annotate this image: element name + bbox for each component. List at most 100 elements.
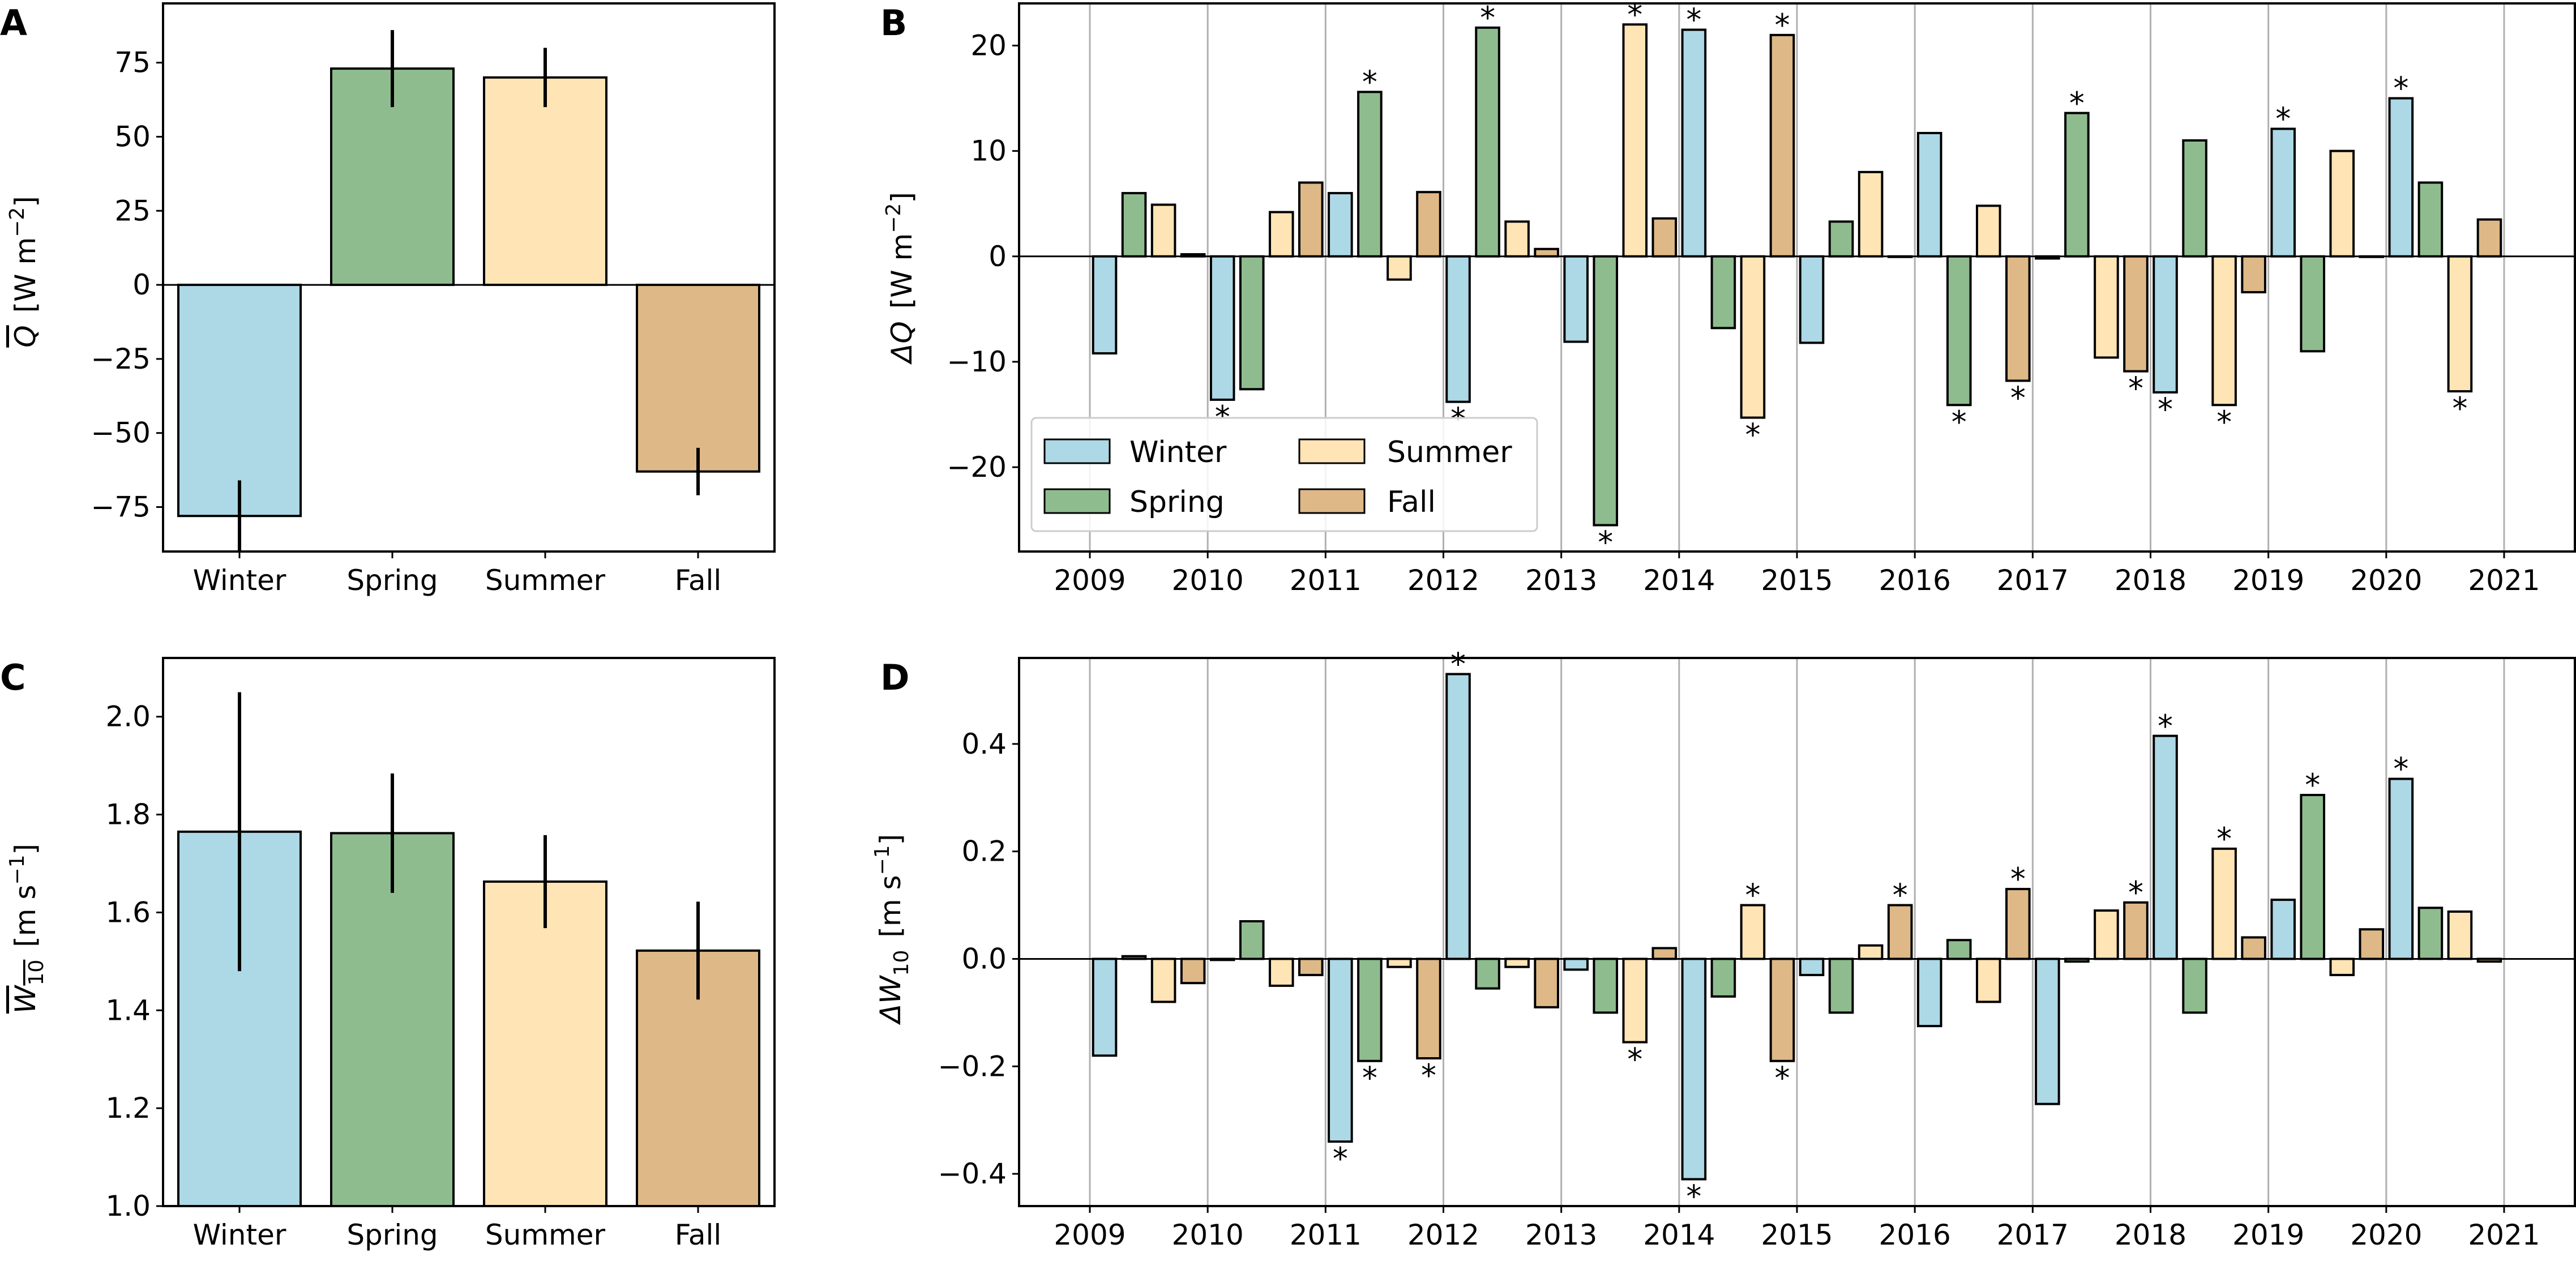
panel-b-ytick-label: 0 — [989, 240, 1007, 273]
panel-a-ytick-label: 25 — [114, 194, 151, 227]
panel-d-bar-2019-summer — [2329, 957, 2355, 976]
panel-d-ylabel-exponent: −1 — [871, 845, 894, 875]
panel-b-xtick-label: 2011 — [1290, 564, 1362, 597]
panel-b-ytick-label: −20 — [947, 451, 1007, 484]
panel-c-ytick-label: 1.8 — [105, 798, 151, 831]
panel-d-bar-2011-winter — [1328, 957, 1353, 1143]
panel-b-bar-2010-spring — [1239, 255, 1265, 391]
panel-letter-d: D — [880, 657, 909, 698]
panel-d-xtick-label: 2011 — [1290, 1219, 1362, 1251]
panel-d-bar-2017-fall — [2123, 901, 2149, 960]
panel-c-ylabel-subscript: 10 — [25, 960, 48, 986]
panel-a-ytick-label: 0 — [132, 268, 151, 301]
panel-d-bar-2019-fall — [2359, 928, 2385, 960]
panel-a-ytick-label: −50 — [91, 417, 151, 450]
panel-b-bar-2013-winter — [1563, 255, 1589, 343]
panel-b-xtick-label: 2016 — [1879, 564, 1951, 597]
panel-d-bar-2016-winter — [1916, 957, 1942, 1028]
panel-d-significance-star: * — [2305, 767, 2320, 803]
panel-b-xtick-label: 2018 — [2115, 564, 2186, 597]
panel-d: D 2009 2010 2011 2012 2013 2014 2015 2016 2017 20… — [871, 647, 2576, 1251]
panel-c: C Winter Spring Summer Fall 1.0 1.2 1.4 1.6 1.8 2… — [0, 657, 776, 1251]
panel-d-bar-2016-spring — [1946, 939, 1972, 960]
panel-b-bar-2013-fall — [1651, 217, 1678, 258]
panel-b-significance-star: * — [2010, 380, 2026, 416]
panel-d-significance-star: * — [1333, 1141, 1348, 1177]
panel-b-bar-2020-winter — [2388, 97, 2414, 258]
panel-d-bar-2011-fall — [1416, 957, 1441, 1060]
panel-d-significance-star: * — [2393, 751, 2408, 787]
panel-d-xtick-label: 2012 — [1407, 1219, 1479, 1251]
panel-d-bar-2019-spring — [2300, 794, 2326, 960]
legend-swatch-winter — [1043, 438, 1111, 464]
panel-d-xtick-label: 2017 — [1997, 1219, 2069, 1251]
panel-d-bar-2015-spring — [1828, 957, 1854, 1014]
panel-b-frame — [1018, 2, 2576, 553]
panel-d-significance-star: * — [1362, 1061, 1377, 1096]
panel-d-bar-2011-spring — [1357, 957, 1383, 1062]
legend-swatch-fall — [1298, 488, 1366, 514]
panel-d-significance-star: * — [1627, 1041, 1642, 1077]
panel-b-bar-2015-winter — [1799, 255, 1825, 344]
panel-d-marks: 2009 2010 2011 2012 2013 2014 2015 2016 2017 2018… — [938, 647, 2576, 1251]
panel-b-significance-star: * — [2069, 86, 2085, 121]
panel-b-significance-star: * — [1952, 404, 1967, 440]
panel-d-significance-star: * — [2216, 821, 2232, 857]
legend-swatch-spring — [1043, 488, 1111, 514]
panel-b-bar-2009-spring — [1121, 192, 1147, 258]
panel-a-bar-summer — [483, 76, 607, 287]
panel-d-bar-2013-fall — [1651, 947, 1678, 960]
panel-c-ytick-label: 2.0 — [105, 700, 151, 733]
panel-letter-c: C — [0, 657, 26, 698]
panel-b-significance-star: * — [1627, 0, 1642, 32]
panel-b-bar-2016-winter — [1916, 131, 1942, 258]
panel-b-xtick-label: 2010 — [1172, 564, 1244, 597]
panel-d-bar-2020-summer — [2447, 910, 2473, 960]
panel-b-bar-2011-fall — [1416, 191, 1441, 258]
panel-d-significance-star: * — [2158, 708, 2173, 744]
panel-d-bar-2016-summer — [1975, 957, 2001, 1003]
panel-d-bar-2017-winter — [2035, 957, 2060, 1105]
panel-b-bar-2018-spring — [2182, 139, 2207, 258]
panel-b-bar-2012-fall — [1534, 247, 1559, 258]
panel-b-bar-2010-summer — [1268, 211, 1294, 258]
panel-b-bar-2014-spring — [1710, 255, 1736, 330]
panel-d-ytick-label: −0.2 — [938, 1050, 1007, 1083]
panel-a-xtick-label: Spring — [346, 564, 438, 597]
panel-d-bar-2020-spring — [2417, 907, 2444, 960]
panel-letter-b: B — [880, 2, 907, 44]
panel-b-bar-2014-summer — [1740, 255, 1766, 419]
panel-b-bar-2019-winter — [2270, 127, 2296, 258]
panel-d-bar-2009-winter — [1092, 957, 1118, 1057]
panel-d-bar-2014-winter — [1681, 957, 1707, 1181]
panel-d-bar-2009-summer — [1150, 957, 1176, 1003]
panel-b-xtick-label: 2009 — [1054, 564, 1126, 597]
panel-d-bar-2010-spring — [1239, 920, 1265, 960]
panel-b-bar-2009-summer — [1150, 203, 1176, 258]
panel-b-legend: Winter Spring Summer Fall — [1030, 417, 1538, 532]
panel-a-ytick-label: −75 — [91, 491, 151, 524]
panel-b-significance-star: * — [1480, 0, 1495, 36]
panel-d-bar-2014-fall — [1769, 957, 1795, 1062]
panel-a-xtick-label: Summer — [485, 564, 606, 597]
panel-a-marks: Winter Spring Summer Fall −75 −50 −25 0 25 50 75 — [91, 2, 776, 597]
panel-b-bar-2014-fall — [1769, 33, 1795, 258]
panel-d-bar-2012-summer — [1504, 957, 1530, 968]
panel-b-ylabel-units: [W m — [885, 233, 918, 309]
panel-b-bar-2010-winter — [1209, 255, 1235, 401]
panel-d-bar-2015-fall — [1887, 904, 1913, 960]
panel-b-significance-star: * — [2393, 71, 2408, 106]
panel-c-ylabel-symbol: W — [9, 985, 42, 1014]
panel-b-bar-2018-fall — [2241, 255, 2266, 294]
panel-c-frame — [162, 657, 776, 1207]
panel-b-significance-star: * — [2128, 371, 2143, 407]
panel-c-bar-summer — [483, 880, 607, 1207]
panel-d-bar-2020-winter — [2388, 777, 2414, 960]
panel-c-ylabel: W10 [m s−1] — [6, 844, 48, 1014]
panel-d-bar-2012-fall — [1534, 957, 1559, 1008]
panel-b-bar-2012-spring — [1475, 26, 1500, 258]
panel-b-bar-2010-fall — [1298, 181, 1324, 258]
panel-d-bar-2019-winter — [2270, 899, 2296, 960]
panel-b-ytick-label: −10 — [947, 345, 1007, 378]
panel-c-xtick-label: Spring — [346, 1219, 438, 1251]
